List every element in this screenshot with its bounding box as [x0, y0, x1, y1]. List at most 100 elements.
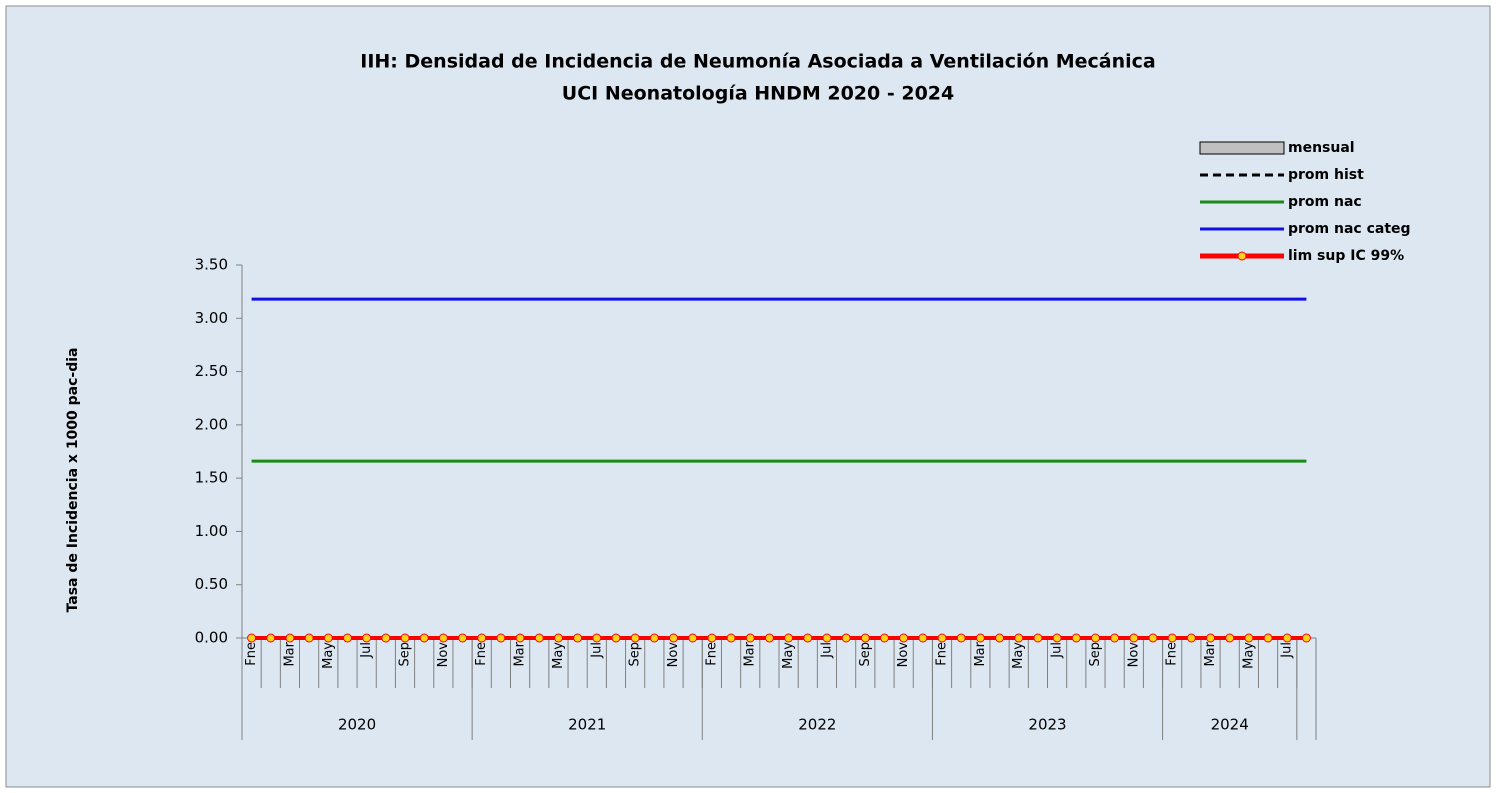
marker: [534, 633, 544, 643]
legend-label: prom nac: [1288, 194, 1362, 210]
y-tick-label: 1.50: [195, 469, 228, 487]
marker: [1167, 633, 1177, 643]
x-tick-label: Nov: [666, 642, 681, 668]
marker: [956, 633, 966, 643]
chart-title: IIH: Densidad de Incidencia de Neumonía …: [360, 51, 1155, 73]
marker: [1110, 633, 1120, 643]
marker: [803, 633, 813, 643]
marker: [477, 633, 487, 643]
x-tick-label: Sep: [1088, 642, 1103, 667]
marker: [784, 633, 794, 643]
x-tick-label: May: [551, 642, 566, 669]
marker: [1052, 633, 1062, 643]
y-tick-label: 0.00: [195, 629, 228, 647]
x-tick-label: Jul: [1280, 642, 1295, 659]
marker: [841, 633, 851, 643]
legend-label: mensual: [1288, 140, 1355, 156]
x-tick-label: May: [1011, 642, 1026, 669]
marker: [438, 633, 448, 643]
legend-swatch: [1199, 141, 1285, 155]
x-tick-label: Nov: [436, 642, 451, 668]
x-tick-label: Sep: [628, 642, 643, 667]
marker: [860, 633, 870, 643]
marker: [1014, 633, 1024, 643]
year-label: 2023: [1028, 716, 1066, 734]
marker: [515, 633, 525, 643]
x-tick-label: Jul: [1050, 642, 1065, 659]
marker: [285, 633, 295, 643]
marker: [1129, 633, 1139, 643]
marker: [573, 633, 583, 643]
year-label: 2024: [1211, 716, 1249, 734]
year-label: 2021: [568, 716, 606, 734]
marker: [419, 633, 429, 643]
x-tick-label: Jul: [589, 642, 604, 659]
marker: [458, 633, 468, 643]
x-tick-label: May: [1241, 642, 1256, 669]
marker: [381, 633, 391, 643]
y-tick-label: 2.00: [195, 415, 228, 433]
legend-marker: [1237, 251, 1247, 261]
marker: [707, 633, 717, 643]
x-tick-label: Nov: [1126, 642, 1141, 668]
marker: [822, 633, 832, 643]
x-tick-label: Nov: [896, 642, 911, 668]
marker: [1301, 633, 1311, 643]
marker: [304, 633, 314, 643]
y-tick-label: 3.00: [195, 309, 228, 327]
marker: [400, 633, 410, 643]
chart-subtitle: UCI Neonatología HNDM 2020 - 2024: [562, 83, 954, 105]
marker: [1244, 633, 1254, 643]
legend-label: prom nac categ: [1288, 221, 1411, 237]
marker: [1282, 633, 1292, 643]
marker: [1186, 633, 1196, 643]
marker: [649, 633, 659, 643]
year-label: 2020: [338, 716, 376, 734]
x-tick-label: Mar: [282, 641, 297, 666]
marker: [247, 633, 257, 643]
marker: [323, 633, 333, 643]
marker: [1225, 633, 1235, 643]
x-tick-label: May: [321, 642, 336, 669]
marker: [899, 633, 909, 643]
marker: [1206, 633, 1216, 643]
marker: [879, 633, 889, 643]
x-tick-label: Fne: [935, 642, 950, 666]
marker: [669, 633, 679, 643]
y-tick-label: 1.00: [195, 522, 228, 540]
marker: [1263, 633, 1273, 643]
year-label: 2022: [798, 716, 836, 734]
x-tick-label: Sep: [398, 642, 413, 667]
x-tick-label: May: [781, 642, 796, 669]
marker: [362, 633, 372, 643]
x-tick-label: Fne: [474, 642, 489, 666]
y-axis-title: Tasa de Incidencia x 1000 pac-dia: [65, 347, 81, 612]
marker: [726, 633, 736, 643]
x-tick-label: Mar: [743, 641, 758, 666]
marker: [995, 633, 1005, 643]
legend-label: prom hist: [1288, 167, 1364, 183]
marker: [342, 633, 352, 643]
marker: [592, 633, 602, 643]
marker: [745, 633, 755, 643]
marker: [937, 633, 947, 643]
marker: [688, 633, 698, 643]
marker: [1090, 633, 1100, 643]
y-tick-label: 3.50: [195, 256, 228, 274]
x-tick-label: Fne: [704, 642, 719, 666]
marker: [1148, 633, 1158, 643]
marker: [553, 633, 563, 643]
y-tick-label: 2.50: [195, 362, 228, 380]
y-tick-label: 0.50: [195, 575, 228, 593]
x-tick-label: Jul: [359, 642, 374, 659]
marker: [630, 633, 640, 643]
marker: [1033, 633, 1043, 643]
chart-background: [5, 5, 1491, 788]
x-tick-label: Mar: [513, 641, 528, 666]
x-tick-label: Mar: [1203, 641, 1218, 666]
marker: [918, 633, 928, 643]
marker: [496, 633, 506, 643]
marker: [611, 633, 621, 643]
x-tick-label: Sep: [858, 642, 873, 667]
